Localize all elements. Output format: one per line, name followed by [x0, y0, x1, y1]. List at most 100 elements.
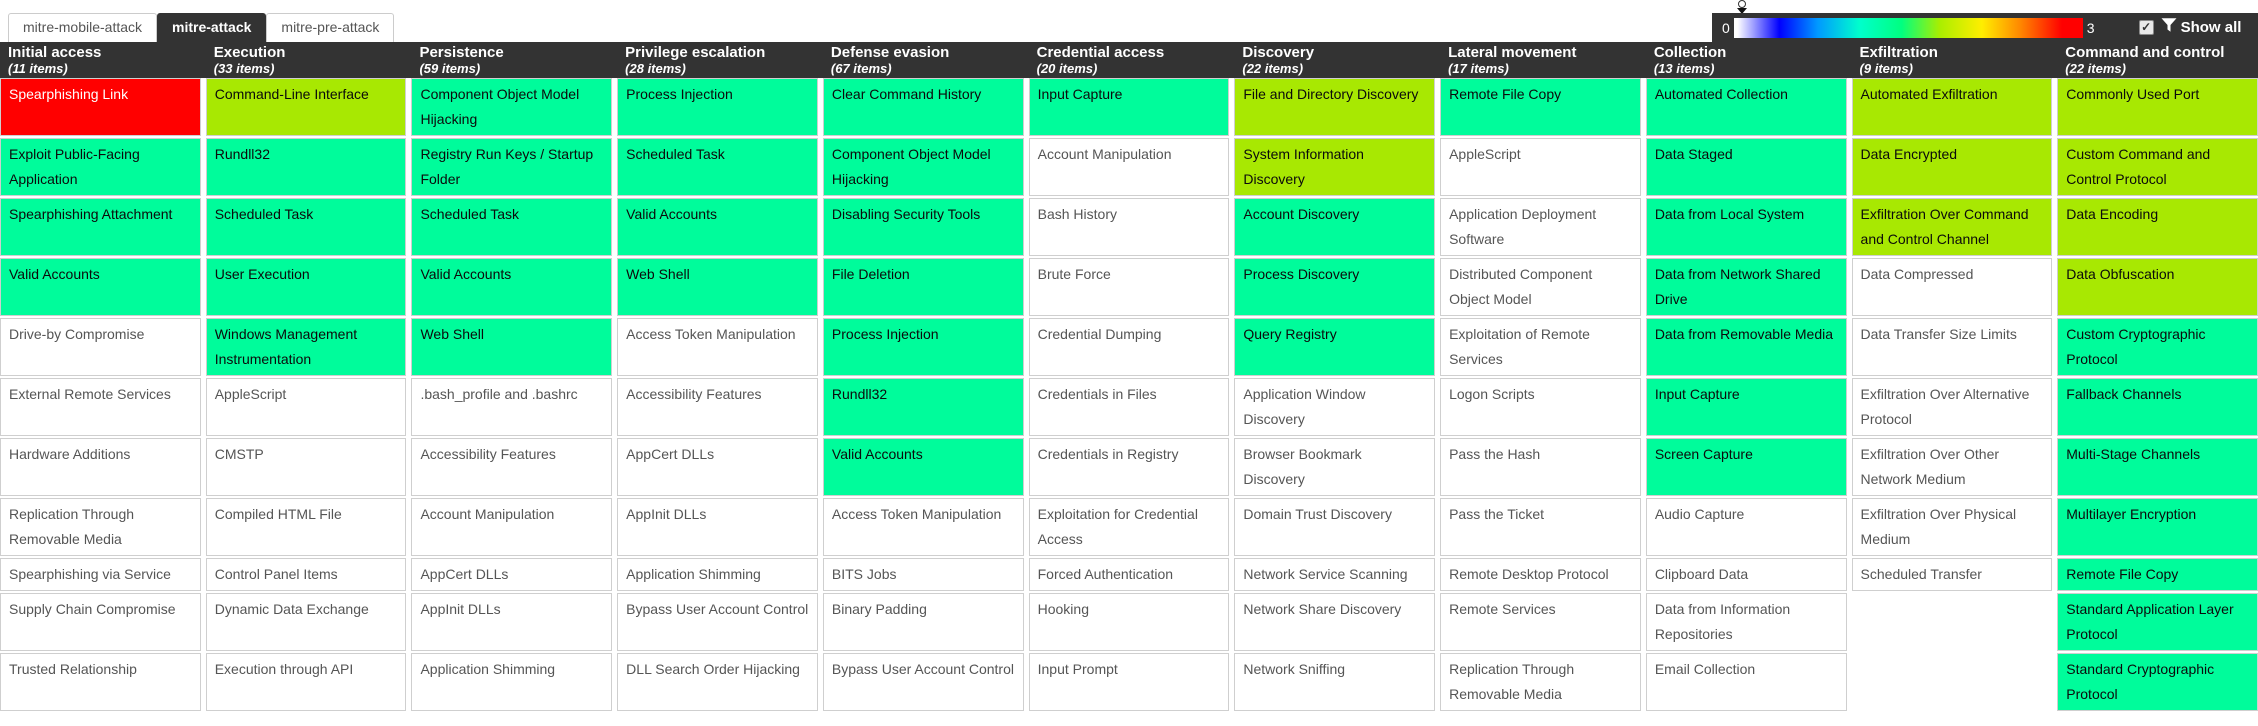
technique-cell[interactable]: Web Shell: [411, 318, 613, 376]
technique-cell[interactable]: Multi-Stage Channels: [2057, 438, 2258, 496]
technique-cell[interactable]: Execution through API: [205, 653, 407, 711]
technique-cell[interactable]: Multilayer Encryption: [2057, 498, 2258, 556]
technique-cell[interactable]: Process Injection: [617, 78, 818, 136]
technique-cell[interactable]: AppleScript: [1440, 138, 1641, 196]
technique-cell[interactable]: Application Deployment Software: [1440, 198, 1641, 256]
technique-cell[interactable]: Custom Cryptographic Protocol: [2057, 318, 2258, 376]
technique-cell[interactable]: Network Sniffing: [1234, 653, 1436, 711]
technique-cell[interactable]: Disabling Security Tools: [822, 198, 1024, 256]
technique-cell[interactable]: Rundll32: [205, 138, 407, 196]
technique-cell[interactable]: Pass the Hash: [1440, 438, 1641, 496]
technique-cell[interactable]: Valid Accounts: [411, 258, 613, 316]
technique-cell[interactable]: Process Injection: [822, 318, 1024, 376]
technique-cell[interactable]: Data from Local System: [1645, 198, 1847, 256]
technique-cell[interactable]: AppCert DLLs: [411, 558, 613, 591]
tab-mitre-pre-attack[interactable]: mitre-pre-attack: [266, 13, 395, 42]
technique-cell[interactable]: Domain Trust Discovery: [1234, 498, 1436, 556]
technique-cell[interactable]: Exfiltration Over Physical Medium: [1851, 498, 2053, 556]
technique-cell[interactable]: AppleScript: [205, 378, 407, 436]
technique-cell[interactable]: System Information Discovery: [1234, 138, 1436, 196]
technique-cell[interactable]: Hooking: [1028, 593, 1230, 651]
technique-cell[interactable]: Account Discovery: [1234, 198, 1436, 256]
slider-knob-icon[interactable]: [1738, 0, 1746, 8]
technique-cell[interactable]: User Execution: [205, 258, 407, 316]
technique-cell[interactable]: Browser Bookmark Discovery: [1234, 438, 1436, 496]
technique-cell[interactable]: Application Window Discovery: [1234, 378, 1436, 436]
technique-cell[interactable]: Access Token Manipulation: [822, 498, 1024, 556]
tab-mitre-attack[interactable]: mitre-attack: [157, 13, 267, 42]
technique-cell[interactable]: Query Registry: [1234, 318, 1436, 376]
technique-cell[interactable]: Spearphishing Attachment: [0, 198, 201, 256]
technique-cell[interactable]: Network Share Discovery: [1234, 593, 1436, 651]
technique-cell[interactable]: Hardware Additions: [0, 438, 201, 496]
technique-cell[interactable]: Process Discovery: [1234, 258, 1436, 316]
technique-cell[interactable]: Valid Accounts: [617, 198, 818, 256]
technique-cell[interactable]: Clipboard Data: [1645, 558, 1847, 591]
technique-cell[interactable]: Scheduled Task: [617, 138, 818, 196]
technique-cell[interactable]: Registry Run Keys / Startup Folder: [411, 138, 613, 196]
technique-cell[interactable]: Drive-by Compromise: [0, 318, 201, 376]
technique-cell[interactable]: Web Shell: [617, 258, 818, 316]
technique-cell[interactable]: Remote Desktop Protocol: [1440, 558, 1641, 591]
technique-cell[interactable]: Data Transfer Size Limits: [1851, 318, 2053, 376]
technique-cell[interactable]: Supply Chain Compromise: [0, 593, 201, 651]
technique-cell[interactable]: BITS Jobs: [822, 558, 1024, 591]
technique-cell[interactable]: Forced Authentication: [1028, 558, 1230, 591]
technique-cell[interactable]: Fallback Channels: [2057, 378, 2258, 436]
technique-cell[interactable]: Input Prompt: [1028, 653, 1230, 711]
technique-cell[interactable]: Spearphishing Link: [0, 78, 201, 136]
technique-cell[interactable]: Windows Management Instrumentation: [205, 318, 407, 376]
technique-cell[interactable]: Distributed Component Object Model: [1440, 258, 1641, 316]
show-all-checkbox[interactable]: ✓: [2138, 20, 2154, 35]
technique-cell[interactable]: Exfiltration Over Alternative Protocol: [1851, 378, 2053, 436]
technique-cell[interactable]: Remote File Copy: [2057, 558, 2258, 591]
technique-cell[interactable]: Remote File Copy: [1440, 78, 1641, 136]
technique-cell[interactable]: Spearphishing via Service: [0, 558, 201, 591]
technique-cell[interactable]: Credential Dumping: [1028, 318, 1230, 376]
technique-cell[interactable]: .bash_profile and .bashrc: [411, 378, 613, 436]
technique-cell[interactable]: Credentials in Files: [1028, 378, 1230, 436]
technique-cell[interactable]: Exploitation for Credential Access: [1028, 498, 1230, 556]
technique-cell[interactable]: Data Obfuscation: [2057, 258, 2258, 316]
technique-cell[interactable]: CMSTP: [205, 438, 407, 496]
technique-cell[interactable]: Clear Command History: [822, 78, 1024, 136]
technique-cell[interactable]: Data Compressed: [1851, 258, 2053, 316]
technique-cell[interactable]: Valid Accounts: [0, 258, 201, 316]
technique-cell[interactable]: Data from Information Repositories: [1645, 593, 1847, 651]
technique-cell[interactable]: Input Capture: [1028, 78, 1230, 136]
technique-cell[interactable]: Dynamic Data Exchange: [205, 593, 407, 651]
technique-cell[interactable]: Component Object Model Hijacking: [822, 138, 1024, 196]
technique-cell[interactable]: Scheduled Task: [205, 198, 407, 256]
technique-cell[interactable]: Pass the Ticket: [1440, 498, 1641, 556]
technique-cell[interactable]: External Remote Services: [0, 378, 201, 436]
technique-cell[interactable]: Exfiltration Over Command and Control Ch…: [1851, 198, 2053, 256]
tab-mitre-mobile-attack[interactable]: mitre-mobile-attack: [8, 13, 158, 42]
technique-cell[interactable]: Accessibility Features: [411, 438, 613, 496]
technique-cell[interactable]: Data Encoding: [2057, 198, 2258, 256]
technique-cell[interactable]: Bash History: [1028, 198, 1230, 256]
technique-cell[interactable]: Audio Capture: [1645, 498, 1847, 556]
technique-cell[interactable]: AppCert DLLs: [617, 438, 818, 496]
technique-cell[interactable]: Logon Scripts: [1440, 378, 1641, 436]
technique-cell[interactable]: Scheduled Transfer: [1851, 558, 2053, 591]
technique-cell[interactable]: Replication Through Removable Media: [1440, 653, 1641, 711]
technique-cell[interactable]: AppInit DLLs: [617, 498, 818, 556]
technique-cell[interactable]: Remote Services: [1440, 593, 1641, 651]
gradient-slider-handle[interactable]: [1737, 0, 1747, 14]
technique-cell[interactable]: Automated Exfiltration: [1851, 78, 2053, 136]
technique-cell[interactable]: Rundll32: [822, 378, 1024, 436]
technique-cell[interactable]: Replication Through Removable Media: [0, 498, 201, 556]
technique-cell[interactable]: Data Encrypted: [1851, 138, 2053, 196]
technique-cell[interactable]: Application Shimming: [617, 558, 818, 591]
technique-cell[interactable]: DLL Search Order Hijacking: [617, 653, 818, 711]
technique-cell[interactable]: Component Object Model Hijacking: [411, 78, 613, 136]
technique-cell[interactable]: Control Panel Items: [205, 558, 407, 591]
technique-cell[interactable]: Brute Force: [1028, 258, 1230, 316]
technique-cell[interactable]: Account Manipulation: [411, 498, 613, 556]
technique-cell[interactable]: Commonly Used Port: [2057, 78, 2258, 136]
technique-cell[interactable]: Accessibility Features: [617, 378, 818, 436]
technique-cell[interactable]: Access Token Manipulation: [617, 318, 818, 376]
filter-icon[interactable]: [2160, 16, 2178, 39]
technique-cell[interactable]: Data Staged: [1645, 138, 1847, 196]
technique-cell[interactable]: Custom Command and Control Protocol: [2057, 138, 2258, 196]
